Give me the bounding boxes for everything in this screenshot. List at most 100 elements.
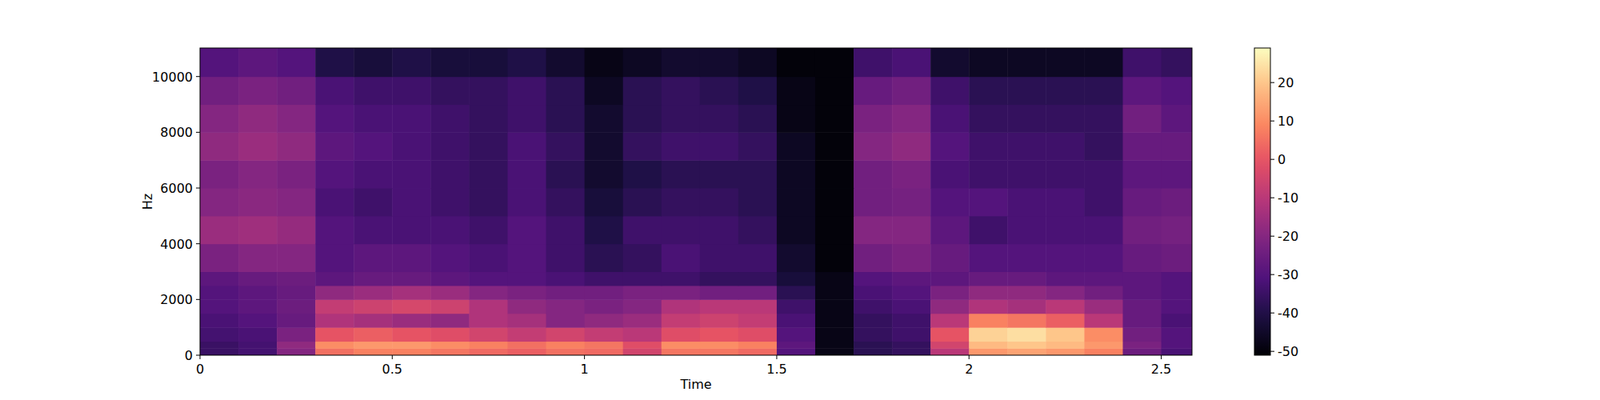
- cell: [584, 160, 624, 188]
- x-tick-label: 1.5: [766, 361, 787, 377]
- colorbar-tick-label: 0: [1277, 152, 1286, 168]
- cell: [238, 160, 278, 188]
- cell: [892, 299, 932, 314]
- cell: [700, 76, 740, 105]
- cell: [968, 272, 1008, 287]
- cell: [468, 313, 508, 328]
- cell: [930, 341, 970, 349]
- cell: [776, 216, 816, 244]
- cell: [892, 272, 932, 287]
- y-tick: [196, 299, 200, 300]
- cell: [738, 132, 778, 160]
- cell: [238, 244, 278, 272]
- cell: [546, 272, 586, 287]
- cell: [276, 104, 316, 133]
- cell: [315, 341, 355, 349]
- cell: [584, 341, 624, 349]
- cell: [584, 244, 624, 272]
- cell: [700, 285, 740, 300]
- cell: [968, 348, 1008, 356]
- cell: [200, 188, 240, 216]
- cell: [276, 76, 316, 105]
- x-tick: [392, 355, 393, 360]
- cell: [930, 272, 970, 287]
- cell: [968, 48, 1008, 77]
- cell: [815, 132, 855, 160]
- cell: [1161, 285, 1192, 300]
- cell: [853, 341, 893, 349]
- cell: [1161, 313, 1192, 328]
- cell: [276, 48, 316, 77]
- cell: [1007, 341, 1047, 349]
- cell: [392, 272, 432, 287]
- cell: [546, 313, 586, 328]
- cell: [315, 216, 355, 244]
- cell: [700, 104, 740, 133]
- cell: [892, 244, 932, 272]
- cell: [968, 341, 1008, 349]
- cell: [315, 104, 355, 133]
- cell: [892, 104, 932, 133]
- cell: [776, 327, 816, 342]
- cell: [276, 313, 316, 328]
- cell: [623, 188, 663, 216]
- cell: [276, 285, 316, 300]
- cell: [623, 76, 663, 105]
- cell: [1045, 285, 1085, 300]
- cell: [853, 160, 893, 188]
- cell: [738, 348, 778, 356]
- cell: [200, 341, 240, 349]
- cell: [546, 132, 586, 160]
- cell: [1045, 188, 1085, 216]
- cell: [1045, 341, 1085, 349]
- cell: [1045, 313, 1085, 328]
- colorbar-tick: [1270, 351, 1275, 352]
- cell: [276, 341, 316, 349]
- cell: [1007, 132, 1047, 160]
- cell: [392, 216, 432, 244]
- cell: [1007, 188, 1047, 216]
- cell: [1045, 272, 1085, 287]
- cell: [238, 299, 278, 314]
- cell: [853, 244, 893, 272]
- cell: [968, 188, 1008, 216]
- cell: [930, 348, 970, 356]
- cell: [930, 327, 970, 342]
- colorbar-tick: [1270, 82, 1275, 84]
- cell: [930, 188, 970, 216]
- cell: [507, 299, 547, 314]
- cell: [892, 348, 932, 356]
- cell: [738, 104, 778, 133]
- cell: [700, 299, 740, 314]
- cell: [892, 160, 932, 188]
- cell: [968, 216, 1008, 244]
- cell: [353, 104, 393, 133]
- cell: [507, 348, 547, 356]
- cell: [315, 244, 355, 272]
- cell: [392, 160, 432, 188]
- cell: [700, 313, 740, 328]
- colorbar-tick-label: -20: [1277, 228, 1299, 244]
- cell: [623, 327, 663, 342]
- cell: [546, 48, 586, 77]
- cell: [1007, 48, 1047, 77]
- cell: [276, 132, 316, 160]
- cell: [815, 348, 855, 356]
- cell: [892, 132, 932, 160]
- cell: [430, 313, 470, 328]
- cell: [623, 348, 663, 356]
- cell: [238, 188, 278, 216]
- colorbar-tick: [1270, 159, 1275, 160]
- y-tick-label: 10000: [152, 69, 193, 85]
- cell: [392, 244, 432, 272]
- cell: [1161, 299, 1192, 314]
- cell: [661, 313, 701, 328]
- cell: [430, 216, 470, 244]
- cell: [315, 76, 355, 105]
- cell: [815, 76, 855, 105]
- cell: [1122, 48, 1162, 77]
- cell: [661, 272, 701, 287]
- cell: [430, 76, 470, 105]
- cell: [353, 327, 393, 342]
- cell: [546, 285, 586, 300]
